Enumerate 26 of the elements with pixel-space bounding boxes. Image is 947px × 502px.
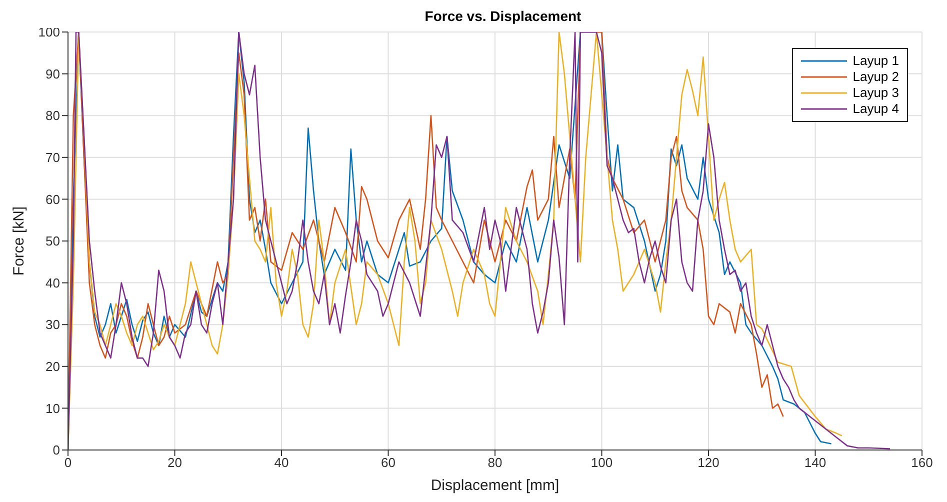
legend-label: Layup 3 — [852, 85, 899, 101]
y-tick-label: 80 — [46, 108, 60, 124]
legend-label: Layup 2 — [852, 69, 899, 85]
legend-label: Layup 4 — [852, 101, 899, 117]
y-tick-label: 10 — [46, 400, 60, 416]
chart-title: Force vs. Displacement — [424, 8, 582, 26]
x-tick-label: 20 — [168, 455, 182, 470]
y-tick-label: 40 — [46, 275, 60, 290]
y-tick-label: 50 — [46, 234, 60, 249]
x-tick-label: 0 — [64, 455, 72, 470]
y-tick-label: 70 — [46, 150, 60, 166]
x-tick-label: 60 — [381, 455, 396, 470]
y-tick-label: 0 — [52, 442, 60, 458]
y-tick-label: 20 — [46, 359, 60, 374]
y-tick-label: 90 — [46, 66, 60, 82]
x-tick-label: 160 — [911, 455, 933, 470]
x-tick-label: 140 — [804, 455, 826, 470]
x-tick-label: 80 — [488, 455, 502, 470]
y-axis-title: Force [kN] — [10, 206, 28, 276]
x-axis-title: Displacement [mm] — [430, 477, 560, 494]
legend-label: Layup 1 — [852, 53, 899, 69]
y-tick-label: 30 — [46, 317, 60, 332]
x-tick-label: 120 — [698, 455, 720, 470]
x-tick-label: 40 — [274, 455, 289, 470]
x-tick-label: 100 — [590, 455, 613, 470]
y-tick-label: 60 — [46, 192, 60, 207]
